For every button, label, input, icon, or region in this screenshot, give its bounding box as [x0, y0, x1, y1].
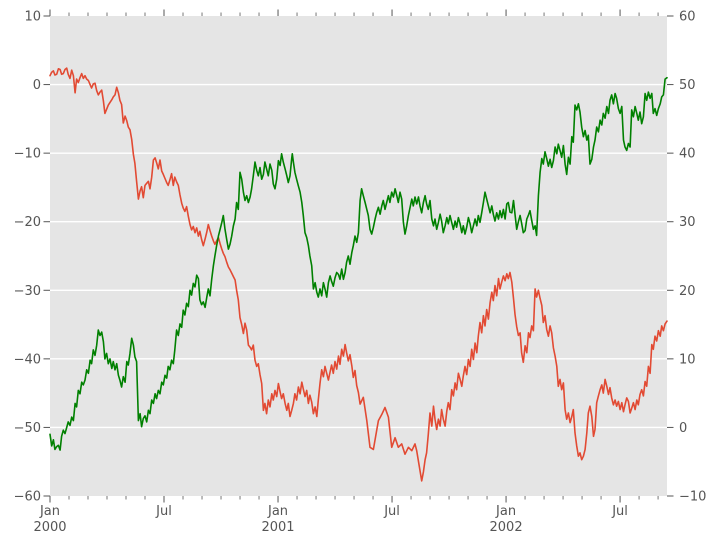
x-tick-label: Jul	[155, 504, 172, 519]
y-tick-left-label: −10	[14, 147, 41, 162]
y-tick-left-label: −30	[14, 284, 41, 299]
y-tick-left-label: −50	[14, 421, 41, 436]
y-tick-right-label: 60	[679, 10, 696, 25]
y-tick-right-label: 30	[679, 215, 696, 230]
x-tick-label: Jul	[383, 504, 400, 519]
plot-area	[50, 16, 667, 496]
y-tick-right-label: 0	[679, 421, 687, 436]
series-green-series-line	[49, 76, 668, 451]
y-tick-left-label: 0	[33, 78, 41, 93]
y-tick-left-label: −60	[14, 490, 41, 505]
x-tick-year-label: 2002	[490, 520, 523, 535]
x-tick-label: Jan	[267, 504, 288, 519]
x-tick-label: Jul	[611, 504, 628, 519]
y-tick-right-label: −10	[679, 490, 706, 505]
x-tick-label: Jan	[39, 504, 60, 519]
y-tick-left-label: −20	[14, 215, 41, 230]
x-tick-year-label: 2000	[33, 520, 66, 535]
series-red-series-line	[49, 67, 668, 482]
y-tick-left-label: −40	[14, 352, 41, 367]
y-tick-right-label: 20	[679, 284, 696, 299]
x-tick-label: Jan	[495, 504, 516, 519]
y-tick-left-label: 10	[24, 10, 41, 25]
y-tick-right-label: 10	[679, 352, 696, 367]
y-tick-right-label: 40	[679, 147, 696, 162]
y-tick-right-label: 50	[679, 78, 696, 93]
x-tick-year-label: 2001	[261, 520, 294, 535]
